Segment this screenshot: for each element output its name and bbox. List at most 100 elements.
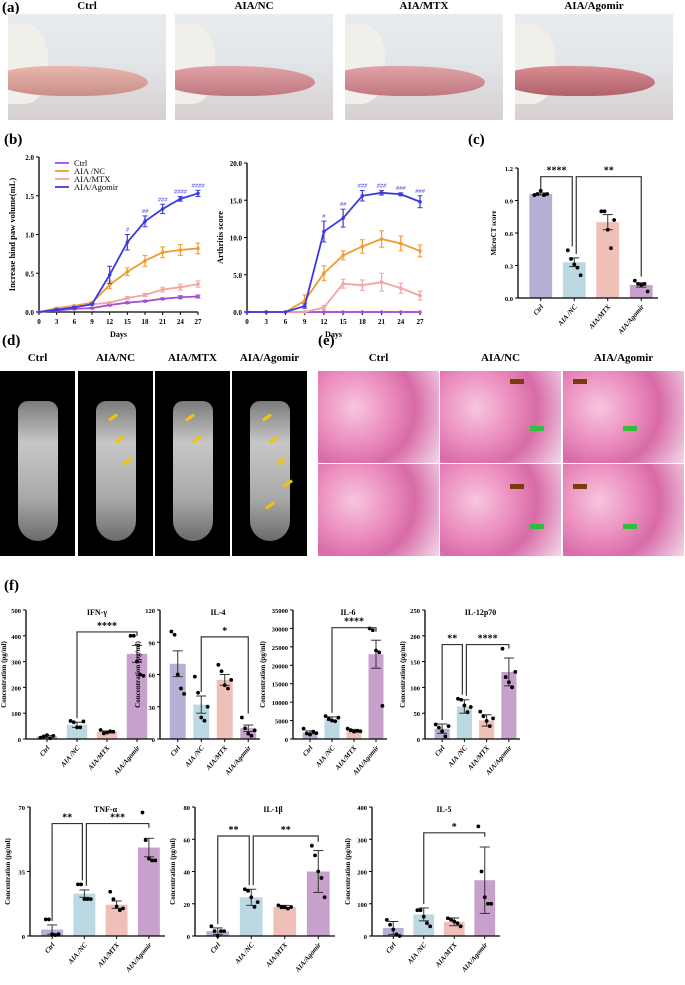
data-point — [421, 914, 426, 919]
data-point — [418, 908, 423, 913]
data-point — [379, 237, 384, 241]
data-point — [48, 736, 53, 741]
data-point — [428, 924, 433, 929]
bar-chart-il5: 0 100 200 300 400 Ctrl AIA /NC AIA/MTX AIA/Agomi… — [344, 805, 500, 974]
data-point — [358, 729, 363, 734]
data-point — [632, 278, 637, 283]
data-point — [79, 882, 84, 887]
x-tick-label: AIA /NC — [66, 941, 89, 966]
data-point — [301, 726, 306, 731]
data-point — [513, 670, 518, 674]
data-point — [341, 216, 345, 220]
data-point — [341, 281, 345, 286]
x-tick-label: 6 — [73, 318, 77, 326]
ct-title: AIA/NC — [95, 352, 136, 364]
significance-bracket — [441, 643, 463, 721]
photo-title: AIA/NC — [234, 0, 274, 12]
data-point — [645, 289, 650, 294]
x-tick-label: Ctrl — [209, 941, 222, 955]
data-point — [572, 262, 577, 267]
data-point — [478, 709, 483, 714]
y-tick-label: 35000 — [272, 608, 288, 615]
bar-1 — [66, 724, 88, 739]
data-point — [160, 287, 165, 292]
bar-1 — [239, 897, 263, 936]
data-point — [425, 921, 429, 925]
bar-chart-il1b: 0 20 40 60 80 Ctrl AIA /NC AIA/MTX AIA/Agomir Con… — [169, 805, 335, 974]
series-line-0 — [38, 295, 199, 313]
x-tick-label: 15 — [124, 318, 132, 326]
data-point — [341, 253, 345, 258]
brown-arrow-icon — [510, 484, 524, 489]
photo-title: AIA/MTX — [399, 0, 449, 12]
data-point — [68, 719, 73, 723]
data-point — [153, 858, 158, 863]
data-point — [452, 919, 457, 924]
data-point — [397, 934, 402, 938]
data-point — [468, 705, 473, 709]
data-point — [150, 858, 154, 863]
data-point — [398, 192, 403, 197]
paw-photo — [8, 14, 166, 120]
x-tick-label: 27 — [195, 318, 203, 326]
x-tick-label: AIA/Agomir — [124, 941, 154, 975]
series-line-1 — [247, 238, 421, 313]
bone-shape — [96, 401, 136, 541]
data-point — [311, 729, 316, 734]
y-tick-label: 500 — [11, 608, 21, 615]
x-tick-label: Ctrl — [384, 941, 397, 955]
bone-shape — [250, 401, 290, 541]
data-point — [205, 704, 210, 709]
y-tick-label: 25000 — [272, 645, 288, 652]
data-point — [599, 209, 604, 214]
brown-arrow-icon — [510, 379, 524, 384]
y-tick-label: 0.0 — [25, 309, 34, 317]
y-tick-label: 200 — [11, 685, 21, 692]
data-point — [302, 310, 307, 314]
data-point — [252, 905, 257, 909]
data-point — [459, 697, 464, 702]
data-point — [569, 257, 573, 261]
bar-1 — [324, 718, 340, 739]
data-point — [143, 293, 147, 297]
x-tick-label: Ctrl — [169, 744, 182, 758]
data-point — [322, 271, 326, 276]
data-point — [252, 728, 257, 733]
paw-shape — [175, 66, 315, 96]
data-point — [178, 285, 183, 290]
data-point — [90, 306, 94, 310]
data-point — [219, 929, 223, 934]
y-tick-label: 250 — [410, 608, 420, 615]
data-point — [196, 690, 200, 695]
x-tick-label: AIA/MTX — [433, 941, 459, 970]
data-point — [394, 932, 399, 937]
data-point — [379, 310, 384, 314]
bar-0 — [529, 194, 553, 298]
green-arrow-icon — [530, 524, 544, 529]
significance-label: **** — [344, 617, 364, 628]
histology-image — [440, 464, 561, 556]
data-point — [276, 903, 281, 908]
significance-label: **** — [97, 621, 117, 632]
data-point — [503, 675, 508, 679]
data-point — [229, 677, 234, 682]
y-axis-label: Concentration (pg/ml) — [259, 640, 267, 707]
y-tick-label: 5.0 — [233, 272, 242, 280]
x-tick-label: 15 — [340, 318, 348, 326]
x-tick-label: AIA /NC — [233, 941, 256, 966]
data-point — [242, 887, 247, 892]
histology-title: Ctrl — [368, 352, 389, 364]
significance-annotation: # — [322, 213, 326, 220]
y-tick-label: 15.0 — [230, 197, 243, 205]
bar-2 — [96, 732, 118, 739]
bar-2 — [105, 904, 128, 936]
y-tick-label: 100 — [410, 685, 420, 692]
data-point — [418, 293, 422, 298]
data-point — [398, 241, 403, 246]
bar-3 — [368, 654, 384, 739]
data-point — [199, 715, 204, 720]
microct-image — [155, 371, 230, 556]
data-point — [125, 296, 130, 300]
paw-photo — [175, 14, 333, 120]
significance-annotation: ### — [415, 188, 426, 195]
